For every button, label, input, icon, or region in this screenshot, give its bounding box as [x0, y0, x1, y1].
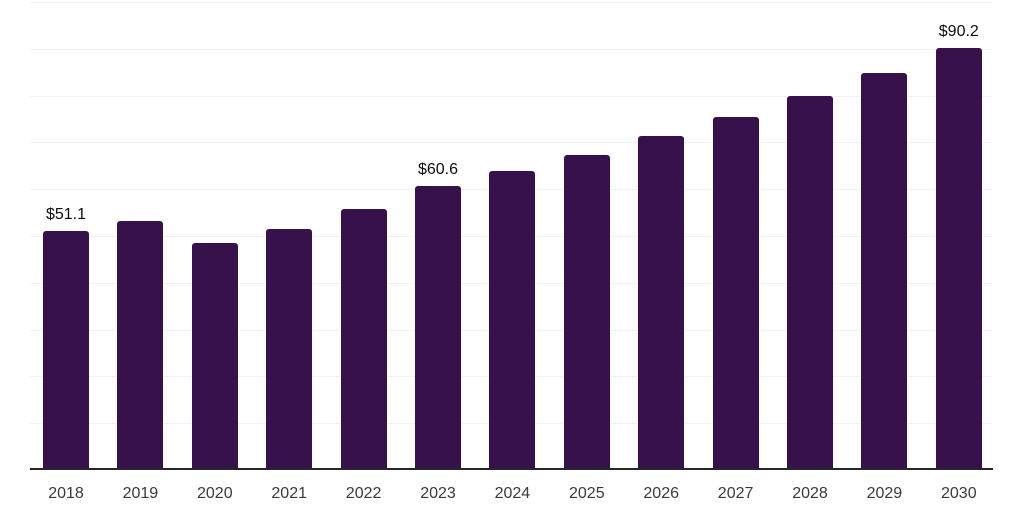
bar-2028	[787, 96, 833, 469]
x-tick-label-2027: 2027	[717, 485, 754, 502]
x-tick-label-2029: 2029	[866, 485, 903, 502]
bar-2027	[712, 116, 759, 469]
gridline-80	[30, 95, 993, 97]
bar-2018	[43, 230, 89, 469]
x-axis-line	[30, 468, 993, 470]
bar-2021	[266, 228, 313, 469]
x-tick-label-2019: 2019	[122, 485, 159, 502]
gridline-100	[30, 2, 993, 3]
bar-2019	[117, 221, 164, 469]
gridline-90	[30, 48, 993, 50]
bar-2024	[489, 171, 536, 469]
x-tick-label-2020: 2020	[197, 485, 233, 502]
x-tick-label-2018: 2018	[48, 485, 84, 502]
x-tick-label-2023: 2023	[420, 485, 456, 502]
bar-2029	[861, 73, 908, 469]
x-tick-label-2026: 2026	[643, 485, 679, 502]
data-label-2018: $51.1	[45, 205, 87, 223]
bar-2023	[415, 186, 461, 469]
bar-2030	[935, 47, 982, 469]
x-tick-label-2028: 2028	[792, 485, 828, 502]
bar-2026	[638, 136, 685, 469]
data-label-2023: $60.6	[417, 161, 459, 179]
data-label-2030: $90.2	[938, 22, 979, 40]
bar-2020	[191, 242, 238, 469]
gridline-70	[30, 142, 993, 144]
bar-2025	[563, 155, 610, 469]
x-tick-label-2022: 2022	[345, 485, 382, 502]
x-tick-label-2030: 2030	[941, 485, 977, 502]
x-tick-label-2025: 2025	[569, 485, 605, 502]
x-tick-label-2021: 2021	[271, 485, 307, 502]
bar-2022	[340, 209, 387, 469]
x-tick-label-2024: 2024	[494, 485, 531, 502]
